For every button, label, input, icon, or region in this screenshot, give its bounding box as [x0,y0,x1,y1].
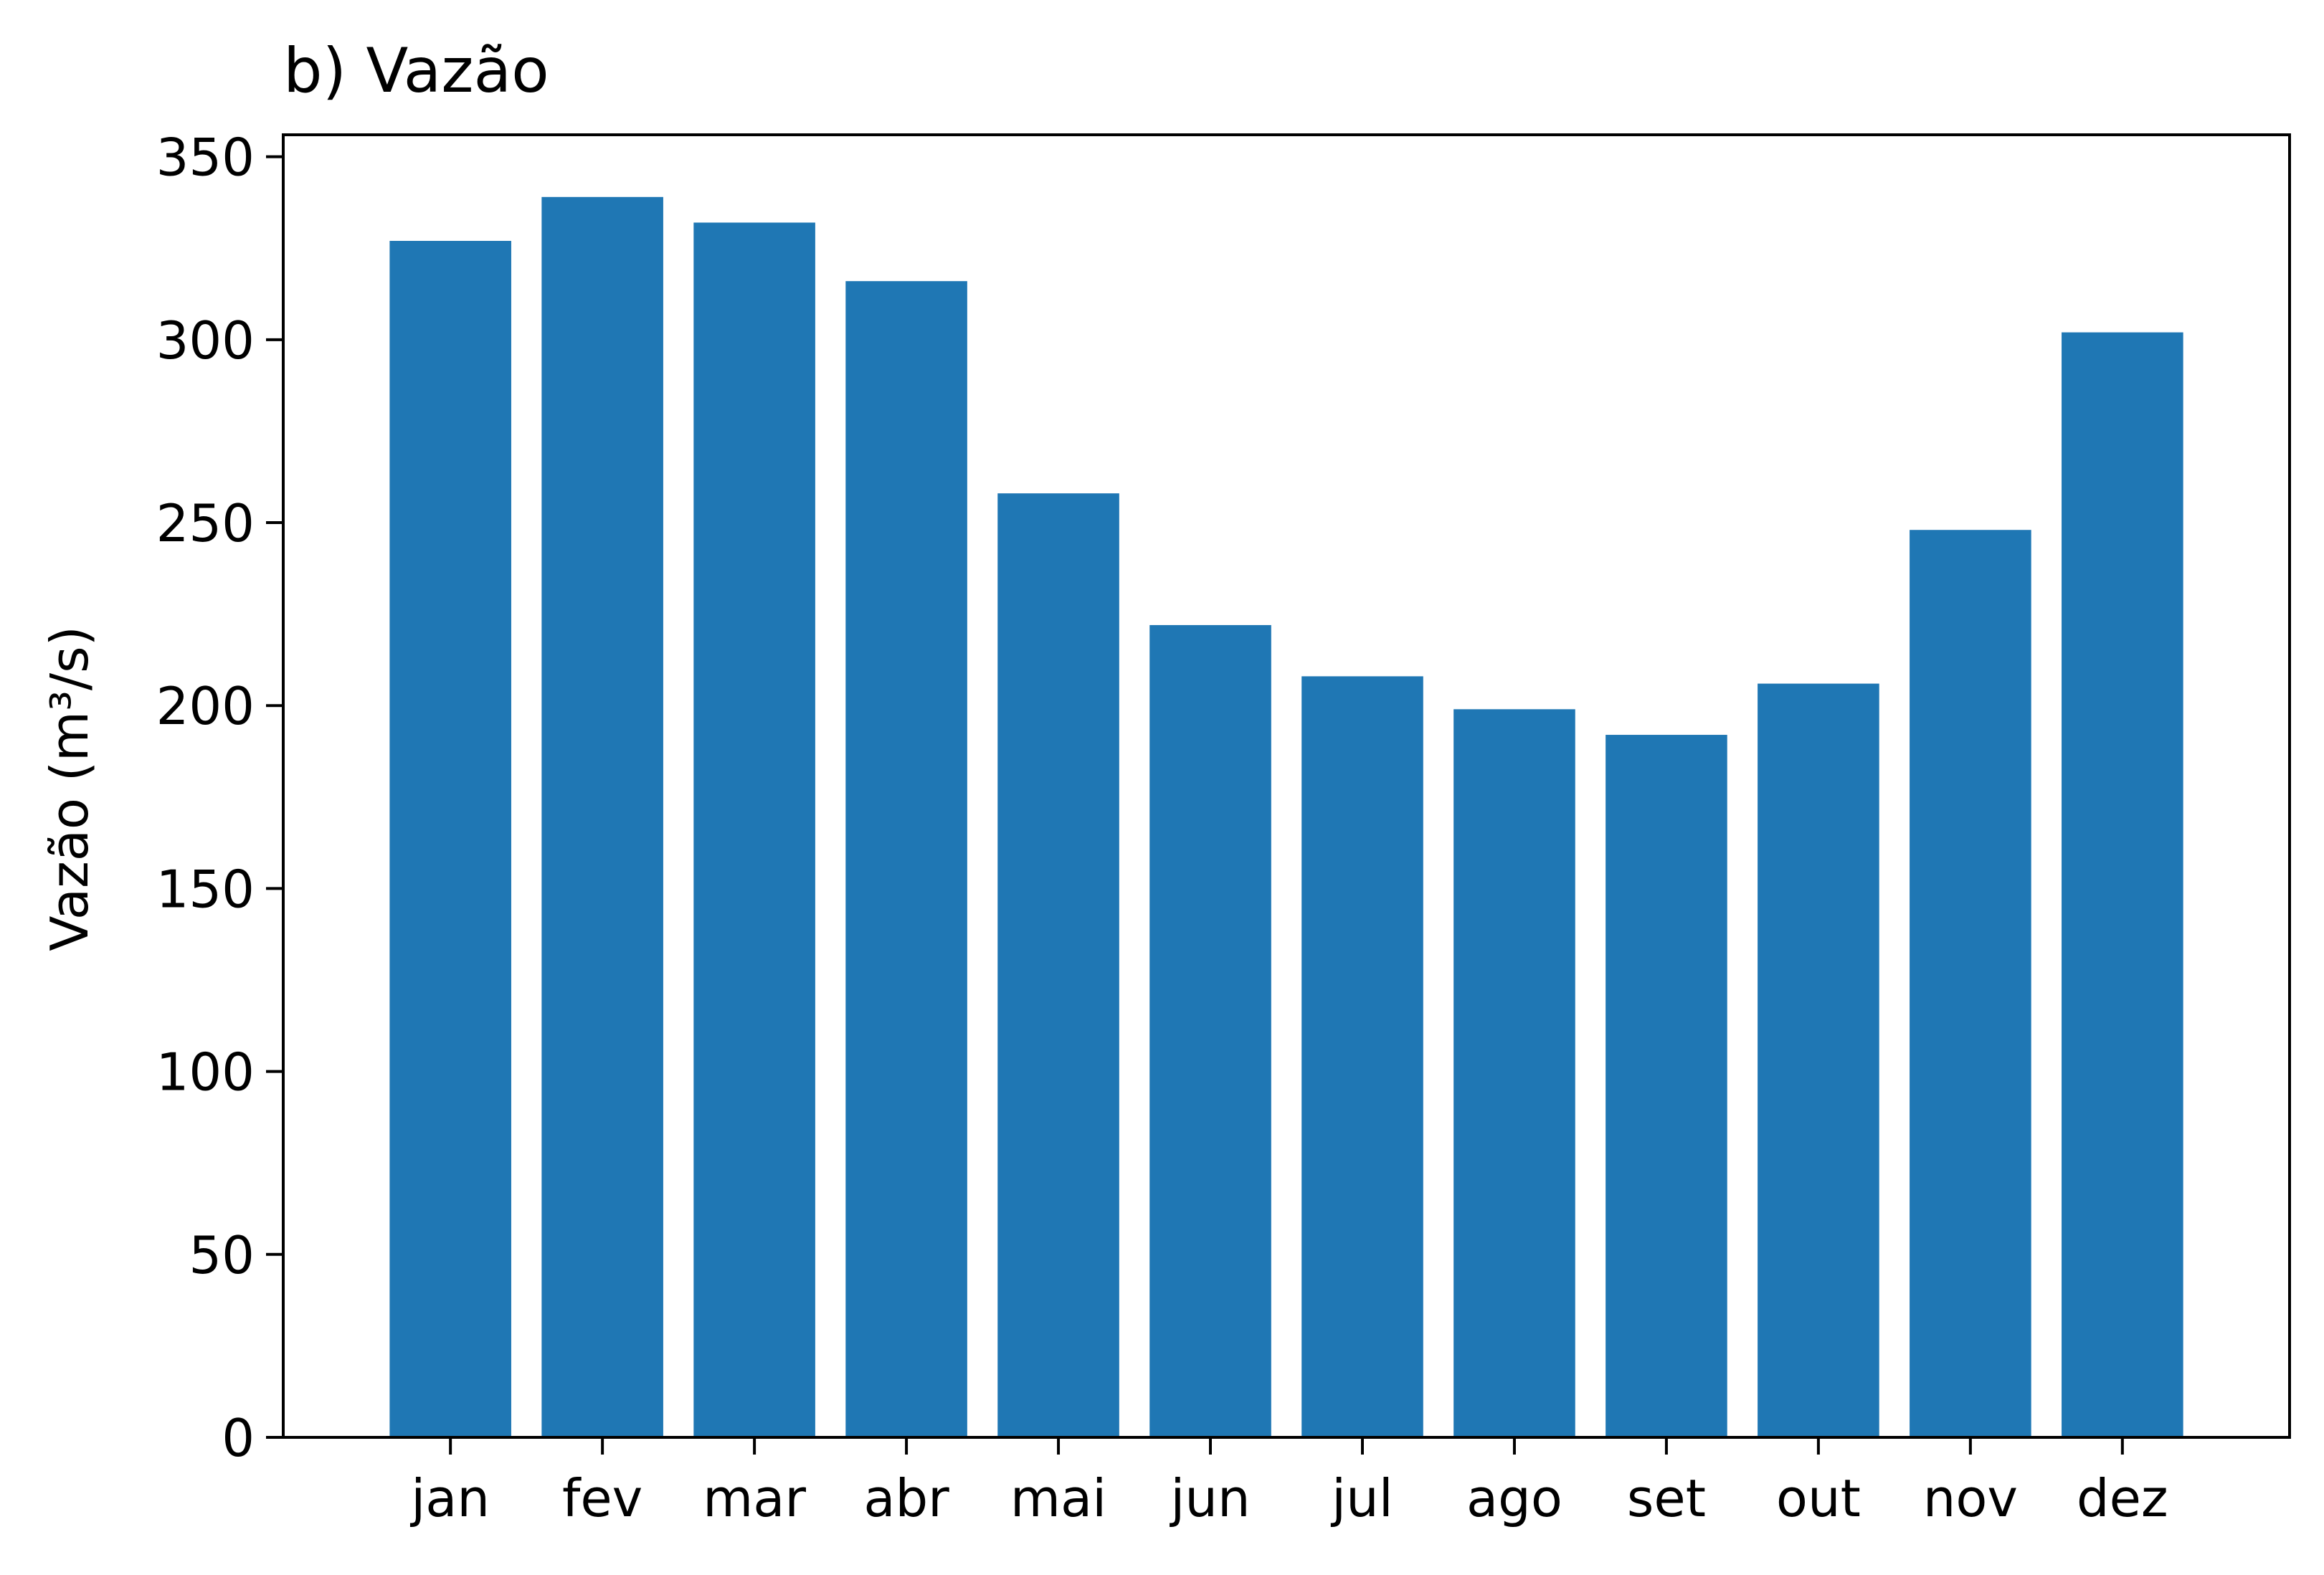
y-tick-label: 100 [156,1042,255,1103]
bars-group [389,196,2183,1438]
y-tick-label: 0 [222,1408,255,1468]
y-tick-label: 150 [156,859,255,919]
x-tick-label-jul: jul [1330,1468,1393,1528]
bar-ago [1453,709,1575,1437]
x-tick-label-mar: mar [703,1468,806,1528]
y-axis-title: Vazão (m³/s) [39,626,100,951]
y-tick-label: 50 [189,1225,255,1285]
y-tick-label: 300 [156,310,255,371]
x-axis: jan fev mar abr mai jun jul ago set out nov dez [409,1437,2168,1528]
y-tick-label: 350 [156,128,255,188]
bar-jan [389,241,511,1437]
bar-nov [1910,530,2031,1437]
y-tick-label: 250 [156,493,255,553]
bar-fev [541,196,663,1437]
chart-title: b) Vazão [283,35,549,107]
x-tick-label-dez: dez [2077,1468,2168,1528]
x-tick-label-jan: jan [409,1468,490,1528]
plot-frame [282,133,2291,1439]
x-tick-label-fev: fev [562,1468,642,1528]
x-tick-label-jun: jun [1169,1468,1250,1528]
y-axis: 0 50 100 150 200 250 300 350 [156,128,283,1468]
x-tick-label-out: out [1776,1468,1861,1528]
bar-dez [2062,332,2183,1437]
x-tick-label-abr: abr [863,1468,949,1528]
bar-jul [1301,676,1423,1437]
bar-mar [693,222,815,1437]
bar-abr [845,281,967,1437]
x-tick-label-set: set [1627,1468,1706,1528]
bar-jun [1149,624,1271,1438]
x-tick-label-nov: nov [1923,1468,2018,1528]
x-tick-label-mai: mai [1010,1468,1106,1528]
x-tick-label-ago: ago [1466,1468,1562,1528]
y-tick-label: 200 [156,676,255,736]
bar-set [1606,735,1727,1437]
bar-mai [997,493,1119,1438]
bar-out [1758,683,1879,1437]
